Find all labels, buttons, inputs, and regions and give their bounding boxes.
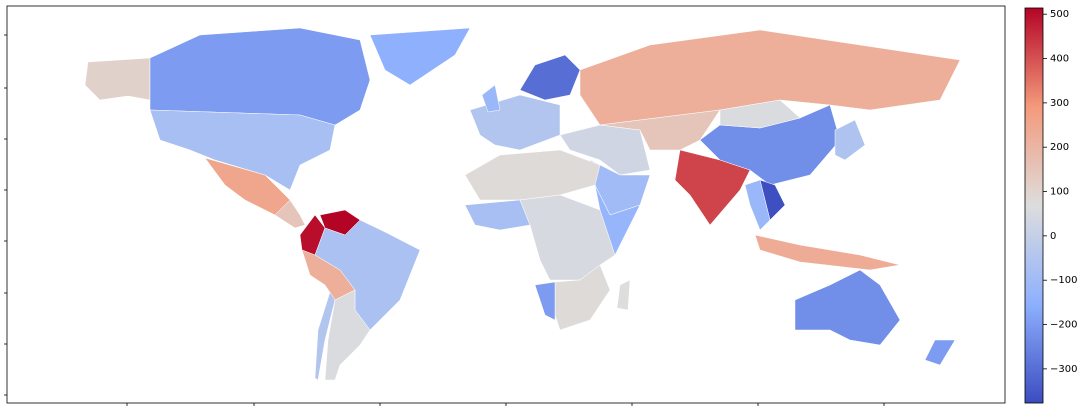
colorbar-tick-label: 0 bbox=[1050, 231, 1056, 242]
regions bbox=[84, 27, 961, 381]
region bbox=[469, 94, 561, 151]
colorbar-tick-label: −300 bbox=[1050, 364, 1077, 375]
axis-ticks bbox=[4, 34, 885, 406]
region bbox=[314, 219, 421, 331]
region bbox=[924, 339, 956, 366]
colorbar-tick-label: −100 bbox=[1050, 275, 1077, 286]
region bbox=[369, 27, 471, 86]
region bbox=[274, 199, 306, 229]
colorbar-tick-label: 500 bbox=[1050, 9, 1069, 20]
region bbox=[324, 289, 371, 381]
region bbox=[554, 264, 611, 331]
region bbox=[719, 99, 801, 129]
region bbox=[616, 279, 631, 311]
region bbox=[534, 281, 556, 321]
region bbox=[149, 109, 336, 191]
region bbox=[149, 27, 371, 126]
colorbar-tick-label: 400 bbox=[1050, 54, 1069, 65]
region bbox=[794, 269, 901, 346]
colorbar-tick-label: −200 bbox=[1050, 320, 1077, 331]
region bbox=[464, 149, 601, 201]
colorbar-ticks: −300 −200 −100 0 100 200 300 400 500 bbox=[1043, 9, 1077, 375]
region bbox=[519, 54, 581, 101]
region bbox=[84, 57, 151, 101]
region bbox=[599, 109, 721, 151]
region bbox=[594, 184, 641, 256]
region bbox=[314, 291, 336, 381]
region bbox=[464, 199, 531, 231]
colorbar-tick-label: 200 bbox=[1050, 142, 1069, 153]
colorbar bbox=[1024, 7, 1044, 404]
colorbar-tick-label: 100 bbox=[1050, 187, 1069, 198]
region bbox=[834, 119, 866, 161]
region bbox=[481, 84, 501, 113]
region bbox=[754, 234, 901, 271]
colorbar-tick-label: 300 bbox=[1050, 98, 1069, 109]
region bbox=[744, 179, 771, 231]
